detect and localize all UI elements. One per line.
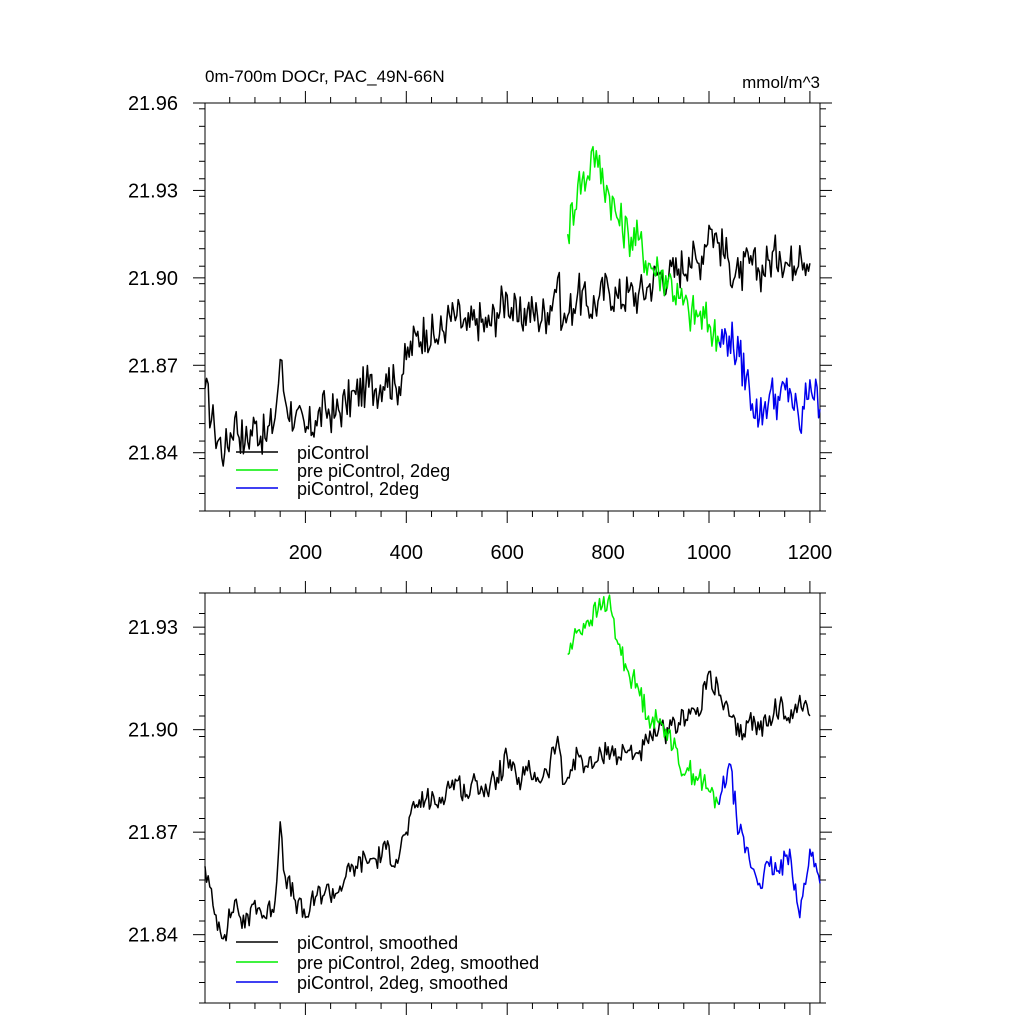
top-panel-series bbox=[204, 145, 821, 467]
bottom-panel: 21.84 21.87 21.90 21.93 piControl, smoothed… bbox=[128, 581, 832, 1015]
y-tick-label: 21.87 bbox=[128, 355, 178, 377]
y-tick-label: 21.96 bbox=[128, 93, 178, 115]
x-tick-label: 600 bbox=[491, 542, 524, 564]
legend-label: piControl, smoothed bbox=[297, 933, 458, 953]
bottom-panel-series bbox=[204, 594, 821, 942]
series-line-pre-picontrol-2deg-smoothed bbox=[567, 594, 720, 809]
series-line-picontrol bbox=[204, 224, 811, 467]
x-tick-label: 200 bbox=[289, 542, 322, 564]
top-panel: 0m-700m DOCr, PAC_49N-66N mmol/m^3 200 40… bbox=[128, 67, 832, 564]
y-tick-label: 21.93 bbox=[128, 180, 178, 202]
top-panel-title: 0m-700m DOCr, PAC_49N-66N bbox=[205, 67, 445, 86]
x-tick-label: 800 bbox=[591, 542, 624, 564]
top-panel-units: mmol/m^3 bbox=[742, 73, 820, 92]
y-tick-label: 21.84 bbox=[128, 443, 178, 465]
bottom-panel-ticks: 21.84 21.87 21.90 21.93 bbox=[128, 581, 832, 1015]
series-line-picontrol-2deg bbox=[718, 321, 821, 434]
y-tick-label: 21.84 bbox=[128, 925, 178, 947]
x-tick-label: 1000 bbox=[687, 542, 732, 564]
legend-label: pre piControl, 2deg bbox=[297, 461, 450, 481]
y-tick-label: 21.90 bbox=[128, 720, 178, 742]
legend-label: piControl, 2deg, smoothed bbox=[297, 973, 508, 993]
top-panel-frame bbox=[204, 102, 821, 512]
y-tick-label: 21.93 bbox=[128, 617, 178, 639]
series-line-pre-picontrol-2deg bbox=[566, 145, 720, 352]
y-tick-label: 21.87 bbox=[128, 822, 178, 844]
x-tick-label: 1200 bbox=[788, 542, 833, 564]
legend-label: piControl, 2deg bbox=[297, 479, 419, 499]
x-tick-label: 400 bbox=[390, 542, 423, 564]
top-panel-ticks: 200 400 600 800 1000 1200 21.84 21.87 21.90 21.93… bbox=[128, 91, 832, 564]
series-line-picontrol-smoothed bbox=[204, 670, 811, 942]
legend-label: pre piControl, 2deg, smoothed bbox=[297, 953, 539, 973]
legend-label: piControl bbox=[297, 443, 369, 463]
y-tick-label: 21.90 bbox=[128, 268, 178, 290]
series-line-picontrol-2deg-smoothed bbox=[718, 763, 821, 919]
